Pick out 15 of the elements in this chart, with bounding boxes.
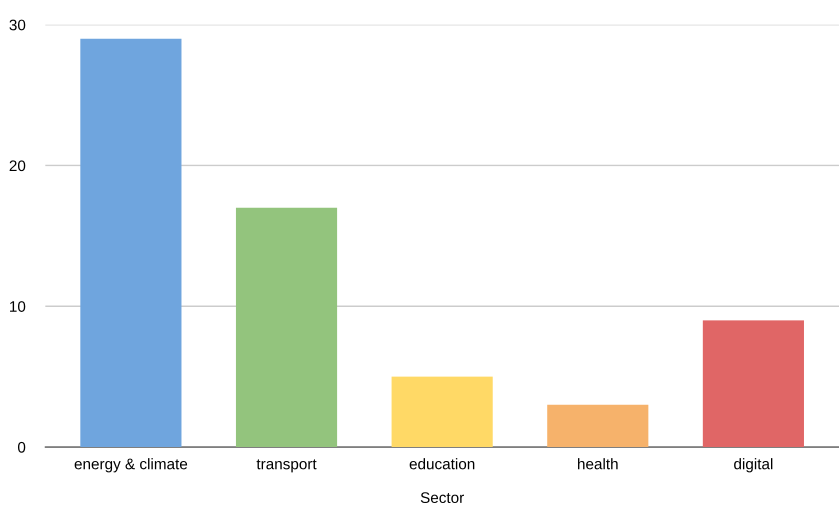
y-tick-label: 20 (10, 160, 26, 172)
y-tick-label: 30 (9, 20, 26, 30)
bar (392, 376, 493, 448)
y-tick-label: 0 (18, 442, 26, 453)
bar (236, 208, 338, 448)
x-tick-label: energy & climate (74, 458, 188, 472)
x-tick-label: education (410, 458, 474, 470)
x-tick-label: health (578, 458, 618, 470)
bar (80, 38, 182, 448)
x-tick-label: digital (734, 458, 772, 472)
x-axis-title: Sector (420, 492, 464, 504)
bar (547, 404, 648, 448)
y-tick-label: 10 (10, 301, 26, 312)
bar (702, 320, 804, 448)
x-tick-label: transport (256, 459, 317, 472)
